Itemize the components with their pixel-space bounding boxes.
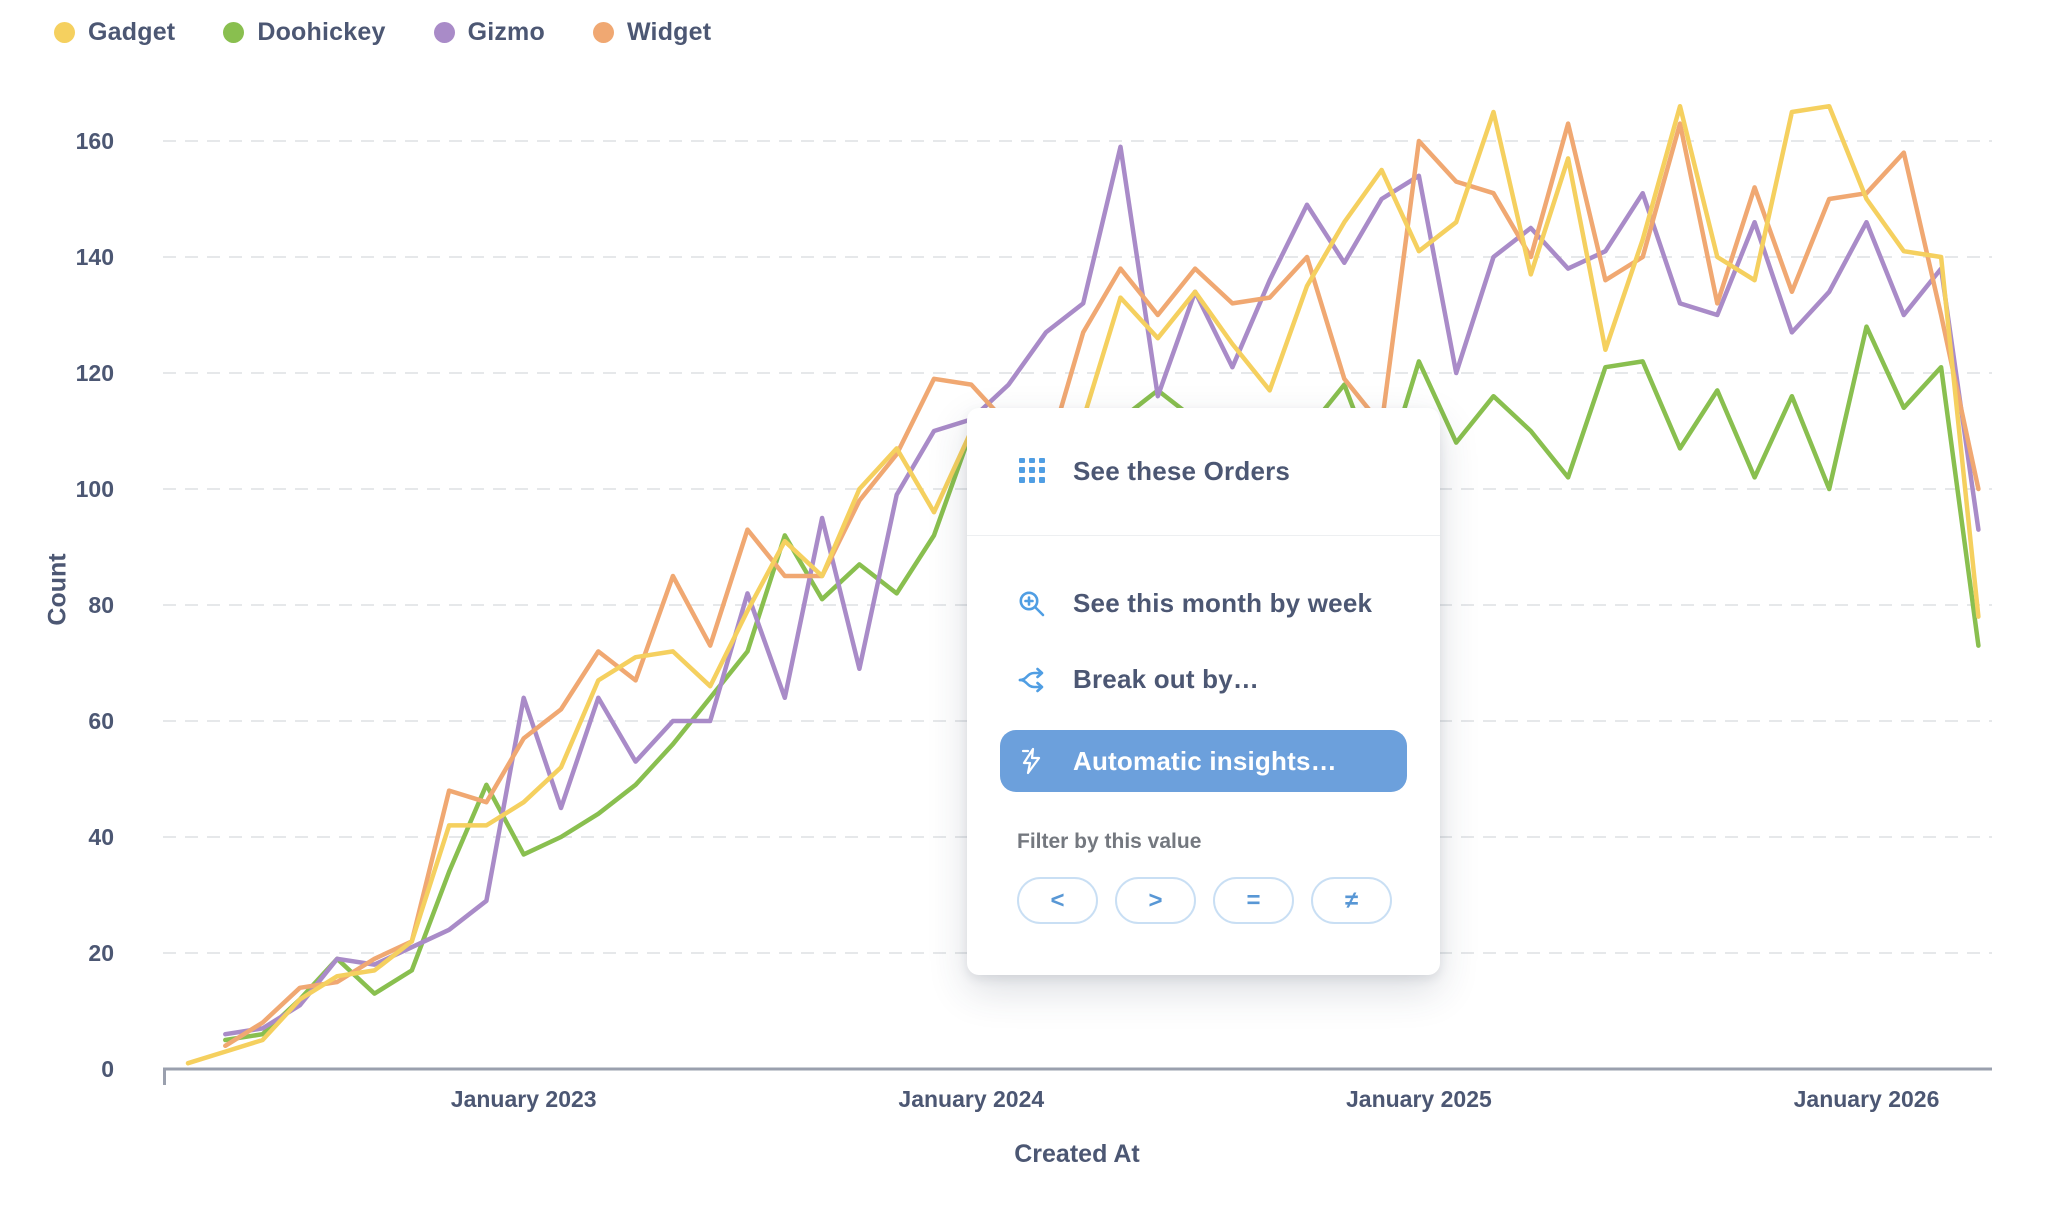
x-tick-label: January 2026 [1793,1086,1940,1112]
menu-item-break-out-by[interactable]: Break out by… [1017,664,1259,695]
series-line-widget[interactable] [223,121,1981,1049]
menu-item-label: Break out by… [1073,664,1260,694]
series-line-gizmo[interactable] [223,144,1981,1037]
automatic-insights-button[interactable]: Automatic insights… [1000,730,1407,792]
drill-through-popup: See these Orders See this month by week [967,408,1440,975]
table-grid-icon [1017,457,1047,487]
zoom-in-icon [1017,589,1047,619]
legend-label: Gizmo [467,18,545,46]
menu-item-label: See these Orders [1073,456,1291,486]
filter-less-than-button[interactable]: < [1017,877,1098,924]
legend-item-widget[interactable]: Widget [592,18,712,47]
x-axis-title: Created At [1014,1140,1140,1168]
menu-item-see-month-by-week[interactable]: See this month by week [1017,588,1372,619]
legend-item-gadget[interactable]: Gadget [54,18,175,47]
y-tick-label: 80 [88,592,114,618]
y-tick-label: 60 [88,708,114,734]
lightning-bolt-icon [1017,746,1047,776]
legend-item-doohickey[interactable]: Doohickey [223,18,385,47]
y-tick-label: 0 [101,1056,114,1082]
legend-dot-doohickey [223,22,245,43]
menu-item-see-these-orders[interactable]: See these Orders [1017,456,1290,487]
filter-operator-row: < > = ≠ [1017,877,1392,924]
legend-dot-widget [592,22,614,43]
y-tick-label: 160 [75,128,114,154]
y-tick-label: 100 [75,476,114,502]
branch-arrows-icon [1017,665,1047,695]
legend-label: Widget [626,18,712,46]
y-tick-label: 140 [75,244,114,270]
filter-by-value-label: Filter by this value [1017,830,1202,853]
menu-item-label: See this month by week [1073,588,1373,618]
menu-item-label: Automatic insights… [1073,745,1337,776]
legend-item-gizmo[interactable]: Gizmo [433,18,545,47]
y-tick-label: 20 [88,940,114,966]
y-axis-title: Count [43,553,72,626]
filter-greater-than-button[interactable]: > [1115,877,1196,924]
y-tick-label: 120 [75,360,114,386]
x-tick-label: January 2025 [1346,1086,1492,1112]
legend-dot-gadget [54,22,75,43]
x-tick-label: January 2024 [898,1086,1045,1112]
legend-label: Doohickey [257,18,386,46]
legend-dot-gizmo [433,22,455,43]
filter-not-equals-button[interactable]: ≠ [1311,877,1392,924]
x-tick-label: January 2023 [450,1086,597,1112]
y-tick-label: 40 [88,824,114,850]
legend-label: Gadget [88,18,176,46]
legend: Gadget Doohickey Gizmo Widget [54,18,711,47]
popup-divider [967,535,1440,536]
filter-equals-button[interactable]: = [1213,877,1294,924]
